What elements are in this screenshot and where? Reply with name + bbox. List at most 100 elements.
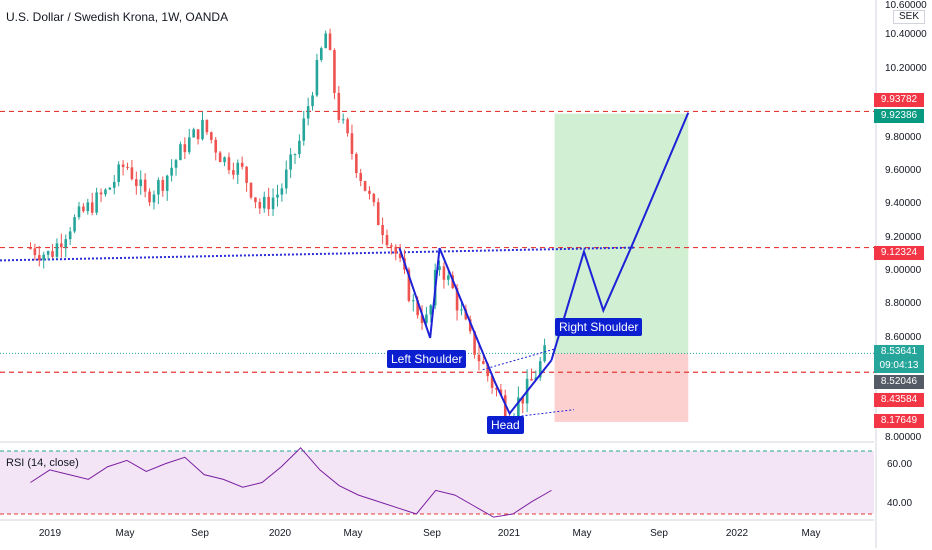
candle-body xyxy=(139,179,143,187)
rsi-label: RSI (14, close) xyxy=(6,457,79,469)
candle-body xyxy=(530,378,533,381)
candle-body xyxy=(315,59,319,96)
candle-body xyxy=(86,202,90,212)
candle-body xyxy=(311,95,314,107)
price-box-neckline[interactable]: 9.12324 xyxy=(874,246,924,260)
candle-body xyxy=(490,376,494,388)
price-box-support[interactable]: 8.43584 xyxy=(874,393,924,407)
projection-path xyxy=(550,112,690,361)
candle-body xyxy=(420,315,424,324)
candle-body xyxy=(73,217,76,232)
candle-body xyxy=(486,363,490,377)
candle-body xyxy=(232,170,235,175)
candle-body xyxy=(455,288,459,311)
candle-body xyxy=(174,160,178,168)
candle-body xyxy=(468,319,472,332)
candle-body xyxy=(68,231,72,240)
candle-body xyxy=(165,175,169,191)
price-box-reference[interactable]: 8.52046 xyxy=(874,375,924,389)
candle-body xyxy=(95,192,98,213)
pattern-path xyxy=(398,247,553,416)
candle-body xyxy=(460,309,463,311)
candle-body xyxy=(258,202,262,209)
candle-body xyxy=(538,361,542,378)
candle-body xyxy=(112,181,116,188)
price-box-resistance[interactable]: 9.93782 xyxy=(874,93,924,107)
candle-body xyxy=(104,189,107,195)
candle-body xyxy=(429,305,433,315)
currency-unit-badge[interactable]: SEK xyxy=(893,10,925,24)
candle-body xyxy=(205,119,209,133)
candle-body xyxy=(99,192,103,195)
candle-body xyxy=(77,206,81,218)
head-label[interactable]: Head xyxy=(487,416,524,434)
candle-body xyxy=(130,167,134,180)
candle-body xyxy=(152,194,156,203)
x-tick: Sep xyxy=(423,528,441,539)
price-box-last[interactable]: 8.53641 xyxy=(874,345,924,359)
left-shoulder-label[interactable]: Left Shoulder xyxy=(387,350,467,368)
price-box-stop[interactable]: 8.17649 xyxy=(874,414,924,428)
candle-body xyxy=(341,119,345,121)
candle-body xyxy=(271,197,275,210)
y-tick: 10.60000 xyxy=(885,0,927,11)
y-tick: 9.60000 xyxy=(885,165,922,176)
x-tick: May xyxy=(572,528,592,539)
x-tick: Sep xyxy=(191,528,209,539)
candle-body xyxy=(223,157,226,163)
candle-body xyxy=(245,166,248,183)
candle-body xyxy=(196,129,200,140)
y-tick: 9.00000 xyxy=(885,265,922,276)
candle-body xyxy=(117,164,120,182)
y-tick: 10.40000 xyxy=(885,29,927,40)
candle-body xyxy=(438,266,441,270)
candle-body xyxy=(121,164,125,168)
candle-body xyxy=(425,314,428,324)
candle-body xyxy=(359,173,363,182)
x-tick: 2022 xyxy=(725,528,749,539)
candle-body xyxy=(33,248,37,256)
candle-body xyxy=(82,206,85,212)
candle-body xyxy=(521,397,525,404)
y-tick: 8.80000 xyxy=(885,298,922,309)
candle-body xyxy=(543,345,546,362)
candle-body xyxy=(390,245,393,247)
candle-body xyxy=(346,119,349,134)
x-tick: May xyxy=(801,528,821,539)
candle-body xyxy=(187,137,191,153)
candle-body xyxy=(398,253,402,259)
candle-body xyxy=(416,300,419,316)
y-tick: 9.40000 xyxy=(885,198,922,209)
candle-body xyxy=(482,361,485,364)
candle-body xyxy=(394,246,398,254)
candle-body xyxy=(55,243,59,257)
candle-body xyxy=(267,196,270,210)
rsi-tick-40: 40.00 xyxy=(887,498,913,509)
candle-body xyxy=(280,188,284,195)
y-tick: 8.00000 xyxy=(885,432,922,443)
right-shoulder-label[interactable]: Right Shoulder xyxy=(555,318,643,336)
candle-body xyxy=(319,48,323,60)
candle-body xyxy=(249,182,253,198)
candle-body xyxy=(64,239,68,248)
candle-body xyxy=(29,248,32,250)
candle-body xyxy=(254,197,257,203)
candle-body xyxy=(157,180,160,195)
candle-body xyxy=(385,235,389,246)
candle-body xyxy=(381,225,384,236)
candle-body xyxy=(473,331,476,355)
candle-body xyxy=(218,152,222,163)
x-tick: May xyxy=(115,528,135,539)
x-tick: Sep xyxy=(650,528,668,539)
candle-body xyxy=(201,119,204,140)
candle-body xyxy=(477,354,481,362)
candle-body xyxy=(333,50,336,93)
price-box-countdown[interactable]: 09:04:13 xyxy=(874,359,924,373)
candle-body xyxy=(126,167,129,169)
candle-body xyxy=(60,243,63,248)
x-tick: May xyxy=(343,528,363,539)
price-box-target[interactable]: 9.92386 xyxy=(874,109,924,123)
x-tick: 2019 xyxy=(38,528,62,539)
